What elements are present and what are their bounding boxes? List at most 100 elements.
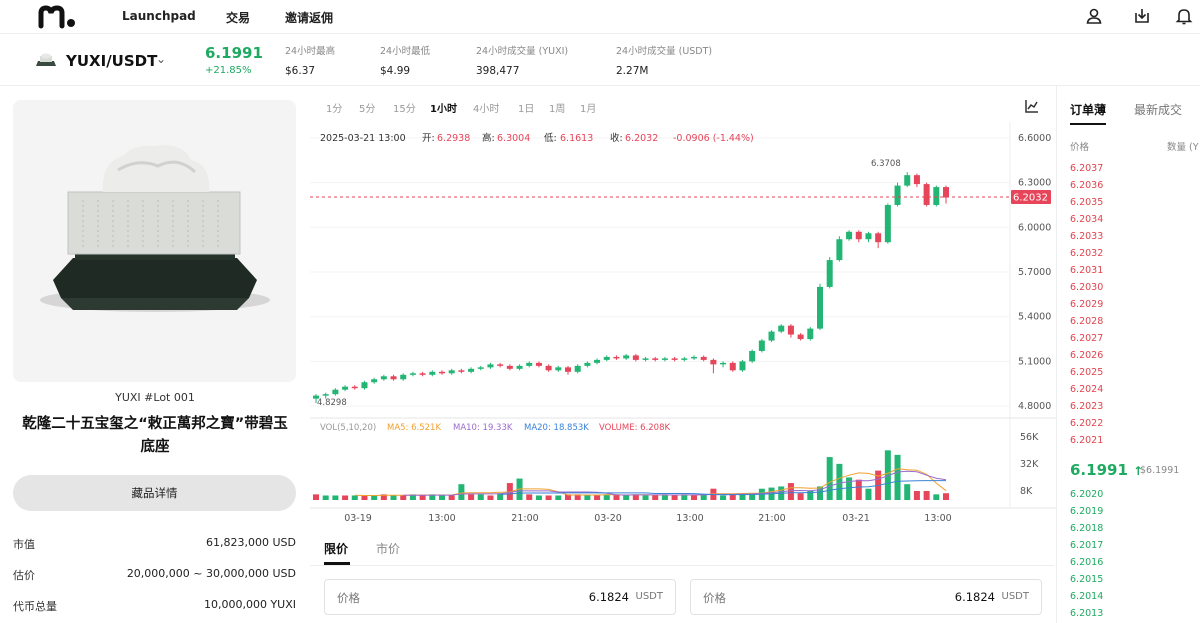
- price-tick-label: 6.6000: [1018, 133, 1051, 144]
- price-chart[interactable]: 6.6000 6.3000 6.0000 5.7000 5.4000 5.1000 4.80…: [310, 122, 1056, 527]
- ask-price-row[interactable]: 6.2035: [1070, 197, 1104, 208]
- low-annotation: 4.8298: [317, 398, 347, 408]
- chart-type-icon[interactable]: [1024, 98, 1040, 114]
- price-input-label: 价格: [337, 591, 360, 605]
- bell-icon[interactable]: [1174, 6, 1194, 26]
- ask-price-row[interactable]: 6.2024: [1070, 384, 1104, 395]
- tab-market-order[interactable]: 市价: [376, 542, 401, 556]
- volume-bar: [322, 495, 329, 500]
- volume-bar: [545, 495, 552, 500]
- volume-bar: [652, 495, 659, 500]
- price-input-unit: USDT: [635, 591, 663, 602]
- order-book-mid-price: 6.1991 ↑: [1070, 461, 1143, 479]
- candle-down: [787, 325, 794, 335]
- trading-pair-selector[interactable]: YUXI/USDT: [66, 52, 158, 70]
- ohlc-header: 2025-03-21 13:00 开: 6.2938 高: 6.3004 低: …: [320, 132, 754, 144]
- ohlc-close: 6.2032: [625, 133, 658, 144]
- bid-price-row[interactable]: 6.2016: [1070, 557, 1104, 568]
- volume-bar: [613, 494, 620, 500]
- candle-down: [535, 362, 542, 366]
- candlestick-series: [313, 172, 949, 404]
- ask-price-row[interactable]: 6.2027: [1070, 333, 1104, 344]
- collectible-details-button[interactable]: 藏品详情: [13, 475, 296, 511]
- volume-bar: [933, 494, 940, 500]
- ask-price-row[interactable]: 6.2029: [1070, 299, 1104, 310]
- ask-price-row[interactable]: 6.2026: [1070, 350, 1104, 361]
- buy-price-input[interactable]: 价格 6.1824 USDT: [324, 579, 676, 615]
- sell-price-input[interactable]: 价格 6.1824 USDT: [690, 579, 1042, 615]
- bid-price-row[interactable]: 6.2019: [1070, 506, 1104, 517]
- ask-price-row[interactable]: 6.2031: [1070, 265, 1104, 276]
- ohlc-open-label: 开:: [422, 133, 435, 144]
- ask-price-row[interactable]: 6.2021: [1070, 435, 1104, 446]
- candle-up: [468, 368, 475, 372]
- price-tick-label: 5.1000: [1018, 356, 1051, 367]
- volume-bar: [836, 463, 843, 500]
- bid-price-row[interactable]: 6.2020: [1070, 489, 1104, 500]
- candle-up: [594, 359, 601, 363]
- volume-ma-lines: [354, 468, 947, 496]
- nav-launchpad[interactable]: Launchpad: [122, 9, 196, 23]
- ask-price-row[interactable]: 6.2025: [1070, 367, 1104, 378]
- tab-recent-trades[interactable]: 最新成交: [1134, 103, 1183, 117]
- interval-1m[interactable]: 1分: [326, 104, 343, 115]
- candle-down: [729, 362, 736, 371]
- bid-price-row[interactable]: 6.2015: [1070, 574, 1104, 585]
- candle-up: [661, 358, 668, 360]
- candle-down: [351, 386, 358, 389]
- price-tick-label: 6.0000: [1018, 222, 1051, 233]
- ask-price-row[interactable]: 6.2032: [1070, 248, 1104, 259]
- ask-price-row[interactable]: 6.2030: [1070, 282, 1104, 293]
- volume-bar: [846, 477, 853, 500]
- bid-price-row[interactable]: 6.2013: [1070, 608, 1104, 619]
- volume-bar: [603, 494, 610, 500]
- volume-bar: [661, 494, 668, 500]
- tab-order-book[interactable]: 订单薄: [1070, 103, 1107, 117]
- volume-bar: [439, 495, 445, 500]
- interval-1w[interactable]: 1周: [549, 104, 566, 115]
- nav-referral[interactable]: 邀请返佣: [285, 11, 334, 25]
- candle-down: [632, 355, 639, 360]
- volume-bar: [565, 494, 571, 500]
- ohlc-open: 6.2938: [437, 133, 470, 144]
- interval-1d[interactable]: 1日: [518, 104, 535, 115]
- candle-down: [710, 359, 717, 365]
- chevron-down-icon[interactable]: ⌄: [156, 52, 167, 66]
- time-tick-label: 13:00: [428, 513, 455, 524]
- time-tick-label: 21:00: [511, 513, 538, 524]
- volume-bar: [700, 494, 707, 500]
- download-icon[interactable]: [1132, 6, 1152, 26]
- interval-1mo[interactable]: 1月: [580, 104, 597, 115]
- volume-bar: [807, 490, 814, 500]
- ticker-bar: YUXI/USDT ⌄ 6.1991 +21.85% 24小时最高 $6.37 …: [0, 34, 1200, 86]
- ask-price-row[interactable]: 6.2028: [1070, 316, 1104, 327]
- ask-price-row[interactable]: 6.2036: [1070, 180, 1104, 191]
- interval-5m[interactable]: 5分: [359, 104, 376, 115]
- bid-price-row[interactable]: 6.2014: [1070, 591, 1104, 602]
- candle-up: [400, 374, 407, 380]
- bid-price-row[interactable]: 6.2018: [1070, 523, 1104, 534]
- volume-bar: [535, 495, 542, 500]
- bid-price-row[interactable]: 6.2017: [1070, 540, 1104, 551]
- user-icon[interactable]: [1084, 6, 1104, 26]
- ask-price-row[interactable]: 6.2023: [1070, 401, 1104, 412]
- ohlc-low: 6.1613: [560, 133, 593, 144]
- ask-price-row[interactable]: 6.2033: [1070, 231, 1104, 242]
- volume-bar: [380, 494, 387, 500]
- interval-4h[interactable]: 4小时: [473, 104, 500, 115]
- volume-bar: [574, 494, 581, 500]
- ask-price-row[interactable]: 6.2022: [1070, 418, 1104, 429]
- candle-up: [884, 204, 891, 243]
- volume-bar: [943, 493, 949, 500]
- price-input-value[interactable]: 6.1824: [588, 590, 629, 604]
- ask-price-row[interactable]: 6.2037: [1070, 163, 1104, 174]
- stat-label: 24小时最低: [380, 46, 431, 57]
- brand-logo[interactable]: [38, 5, 78, 29]
- interval-1h[interactable]: 1小时: [430, 104, 457, 115]
- price-input-value[interactable]: 6.1824: [954, 590, 995, 604]
- interval-15m[interactable]: 15分: [393, 104, 416, 115]
- ask-price-row[interactable]: 6.2034: [1070, 214, 1104, 225]
- tab-limit-order[interactable]: 限价: [324, 542, 349, 556]
- nav-trade[interactable]: 交易: [226, 11, 251, 25]
- ma10-line: [403, 470, 947, 496]
